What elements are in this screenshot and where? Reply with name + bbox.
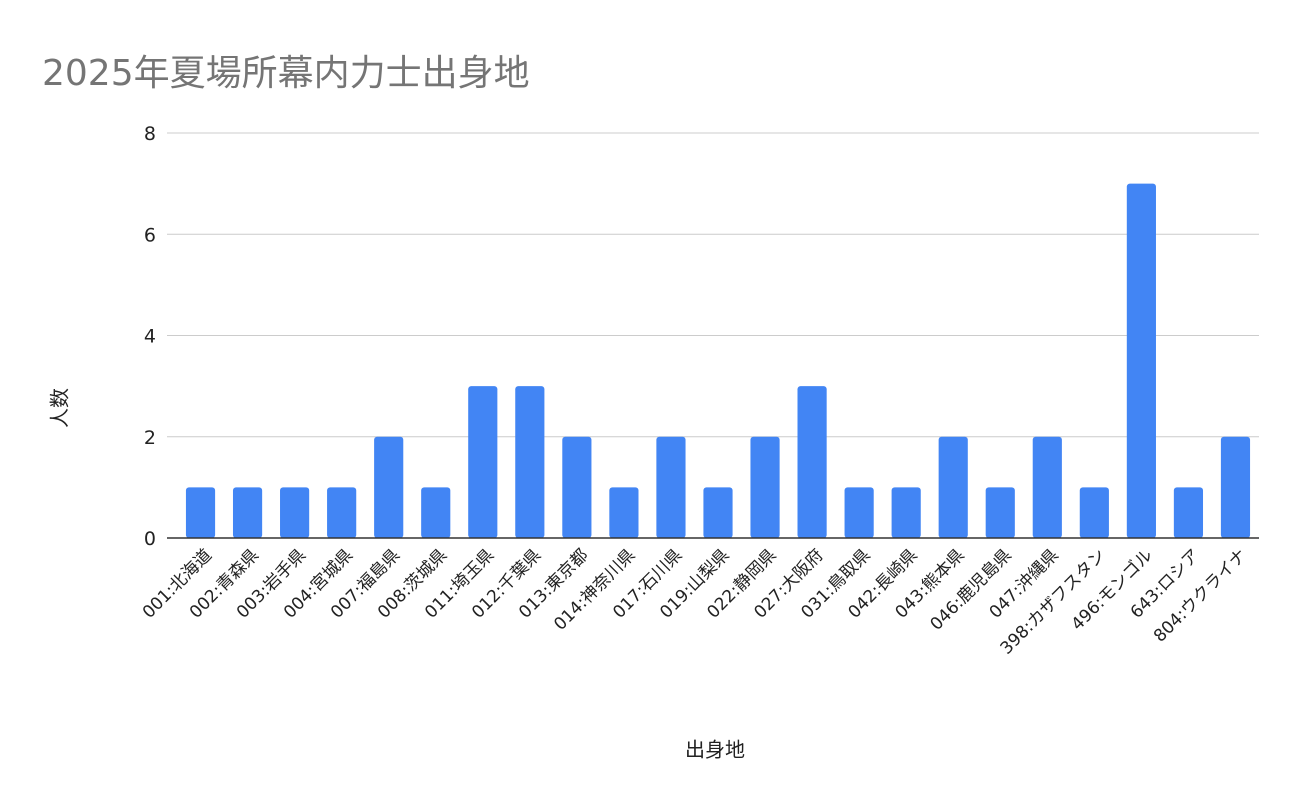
y-axis-label: 人数 <box>47 388 72 428</box>
bar <box>750 436 780 538</box>
bar <box>185 487 216 538</box>
bar <box>562 436 592 538</box>
bar <box>1032 436 1062 538</box>
bar <box>797 386 827 538</box>
bar <box>609 487 639 538</box>
y-tick-label: 8 <box>144 123 156 145</box>
bar <box>374 436 404 538</box>
bars <box>185 183 1251 538</box>
bar <box>1220 436 1251 538</box>
bar <box>844 487 874 538</box>
bar <box>421 487 451 538</box>
bar <box>515 386 545 538</box>
bar <box>703 487 733 538</box>
gridlines <box>167 132 1259 438</box>
bar <box>891 487 921 538</box>
bar <box>468 386 498 538</box>
bar <box>1079 487 1109 538</box>
bar <box>1173 487 1204 538</box>
x-axis-label: 出身地 <box>685 737 745 762</box>
bar <box>232 487 263 538</box>
y-tick-labels: 0 2 4 6 8 <box>144 123 156 550</box>
bar <box>985 487 1015 538</box>
y-tick-label: 6 <box>144 224 156 246</box>
x-tick-labels: 001:北海道002:青森県003:岩手県004:宮城県007:福島県008:茨… <box>139 545 1251 659</box>
bar <box>280 487 310 538</box>
bar <box>1126 183 1156 538</box>
bar <box>938 436 968 538</box>
chart-title: 2025年夏場所幕内力士出身地 <box>42 53 530 94</box>
bar <box>327 487 357 538</box>
y-tick-label: 4 <box>144 326 156 348</box>
y-tick-label: 0 <box>144 528 156 550</box>
y-tick-label: 2 <box>144 427 156 449</box>
bar <box>656 436 686 538</box>
x-tick-label: 496:モンゴル <box>1067 545 1157 635</box>
